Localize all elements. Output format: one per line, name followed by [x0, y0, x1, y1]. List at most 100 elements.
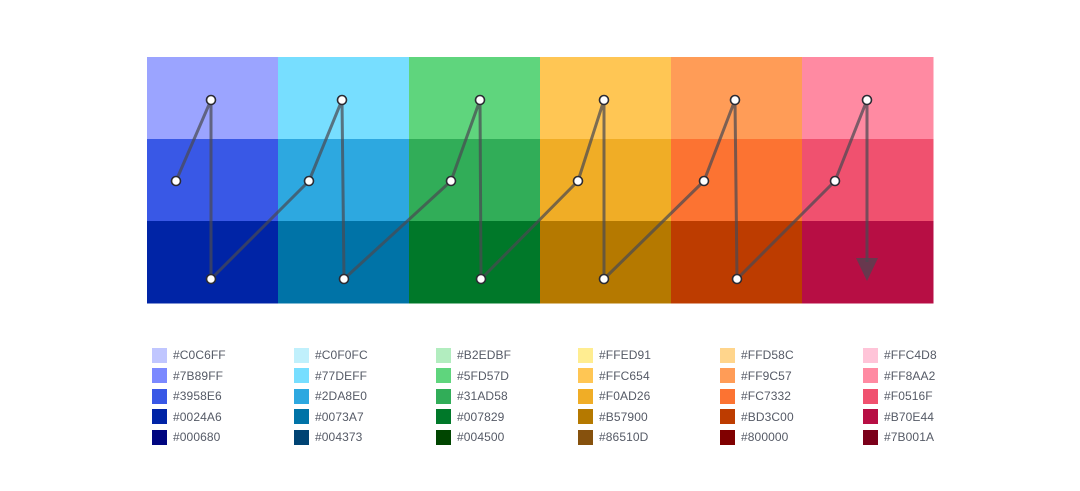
- legend-item: #FFC654: [578, 366, 651, 387]
- hex-label: #FC7332: [741, 389, 792, 404]
- color-grid-diagram: [147, 57, 934, 304]
- grid-cell-blue-2: [147, 139, 279, 222]
- legend-item: #FFD58C: [720, 345, 794, 366]
- color-swatch: [294, 409, 309, 425]
- color-swatch: [152, 347, 167, 363]
- legend-item: #FF9C57: [720, 366, 794, 387]
- hex-label: #C0F0FC: [315, 348, 368, 363]
- legend-item: #C0F0FC: [294, 345, 368, 366]
- grid-cell-yellow-2: [540, 139, 672, 222]
- color-swatch: [578, 368, 593, 384]
- hex-label: #2DA8E0: [315, 389, 368, 404]
- color-swatch: [720, 409, 735, 425]
- legend-item: #BD3C00: [720, 407, 794, 428]
- legend-item: #7B001A: [863, 427, 937, 448]
- legend-item: #FFED91: [578, 345, 651, 366]
- legend-item: #7B89FF: [152, 366, 226, 387]
- path-node: [303, 175, 315, 187]
- color-swatch: [720, 388, 735, 404]
- grid-cell-green-3: [409, 221, 541, 304]
- color-swatch: [436, 347, 451, 363]
- legend-column-orange: #FFD58C #FF9C57 #FC7332 #BD3C00 #800000: [720, 345, 794, 448]
- hex-label: #004373: [315, 430, 363, 445]
- grid-cell-green-1: [409, 57, 541, 140]
- path-node: [729, 94, 741, 106]
- legend-column-yellow: #FFED91 #FFC654 #F0AD26 #B57900 #86510D: [578, 345, 651, 448]
- legend-item: #FC7332: [720, 386, 794, 407]
- hex-label: #FF9C57: [741, 368, 792, 383]
- grid-cell-green-2: [409, 139, 541, 222]
- legend-item: #FFC4D8: [863, 345, 937, 366]
- color-swatch: [294, 347, 309, 363]
- color-swatch: [152, 368, 167, 384]
- legend-item: #F0AD26: [578, 386, 651, 407]
- hex-label: #007829: [457, 409, 505, 424]
- legend-item: #C0C6FF: [152, 345, 226, 366]
- hex-label: #FFED91: [599, 348, 652, 363]
- hex-label: #F0516F: [884, 389, 933, 404]
- color-swatch: [152, 409, 167, 425]
- color-cells: [147, 57, 934, 304]
- path-node: [336, 94, 348, 106]
- path-node: [475, 273, 487, 285]
- hex-label: #FFC654: [599, 368, 650, 383]
- color-swatch: [863, 388, 878, 404]
- hex-label: #31AD58: [457, 389, 508, 404]
- hex-label: #5FD57D: [457, 368, 510, 383]
- color-swatch: [578, 429, 593, 445]
- grid-cell-blue-3: [147, 221, 279, 304]
- hex-label: #FFC4D8: [884, 348, 937, 363]
- hex-label: #7B89FF: [173, 368, 224, 383]
- color-swatch: [152, 388, 167, 404]
- color-swatch: [863, 347, 878, 363]
- hex-label: #0073A7: [315, 409, 364, 424]
- path-node: [598, 273, 610, 285]
- legend-item: #31AD58: [436, 386, 511, 407]
- hex-label: #86510D: [599, 430, 649, 445]
- color-swatch: [436, 388, 451, 404]
- legend-item: #2DA8E0: [294, 386, 368, 407]
- color-swatch: [720, 368, 735, 384]
- hex-label: #7B001A: [884, 430, 935, 445]
- legend-item: #004373: [294, 427, 368, 448]
- hex-label: #FF8AA2: [884, 368, 936, 383]
- hex-label: #000680: [173, 430, 221, 445]
- legend-item: #77DEFF: [294, 366, 368, 387]
- legend-item: #B57900: [578, 407, 651, 428]
- color-swatch: [863, 368, 878, 384]
- path-node: [829, 175, 841, 187]
- path-node: [205, 273, 217, 285]
- path-node: [445, 175, 457, 187]
- legend-column-green: #B2EDBF #5FD57D #31AD58 #007829 #004500: [436, 345, 511, 448]
- color-swatch: [578, 347, 593, 363]
- color-swatch: [863, 429, 878, 445]
- hex-label: #77DEFF: [315, 368, 368, 383]
- legend-item: #3958E6: [152, 386, 226, 407]
- legend-item: #5FD57D: [436, 366, 511, 387]
- color-swatch: [436, 409, 451, 425]
- legend-item: #007829: [436, 407, 511, 428]
- legend-column-pink: #FFC4D8 #FF8AA2 #F0516F #B70E44 #7B001A: [863, 345, 937, 448]
- color-swatch: [720, 429, 735, 445]
- legend-item: #B2EDBF: [436, 345, 511, 366]
- hex-label: #B57900: [599, 409, 648, 424]
- hex-label: #FFD58C: [741, 348, 794, 363]
- color-swatch: [294, 388, 309, 404]
- legend-item: #0073A7: [294, 407, 368, 428]
- legend-item: #FF8AA2: [863, 366, 937, 387]
- color-swatch: [436, 429, 451, 445]
- legend-item: #800000: [720, 427, 794, 448]
- hex-label: #B70E44: [884, 409, 935, 424]
- path-node: [598, 94, 610, 106]
- hex-label: #800000: [741, 430, 789, 445]
- color-swatch: [152, 429, 167, 445]
- legend-item: #000680: [152, 427, 226, 448]
- legend-item: #0024A6: [152, 407, 226, 428]
- hex-label: #F0AD26: [599, 389, 651, 404]
- color-swatch: [578, 388, 593, 404]
- color-swatch: [436, 368, 451, 384]
- hex-label: #B2EDBF: [457, 348, 512, 363]
- color-swatch: [863, 409, 878, 425]
- path-node: [698, 175, 710, 187]
- path-nodes: [170, 94, 873, 285]
